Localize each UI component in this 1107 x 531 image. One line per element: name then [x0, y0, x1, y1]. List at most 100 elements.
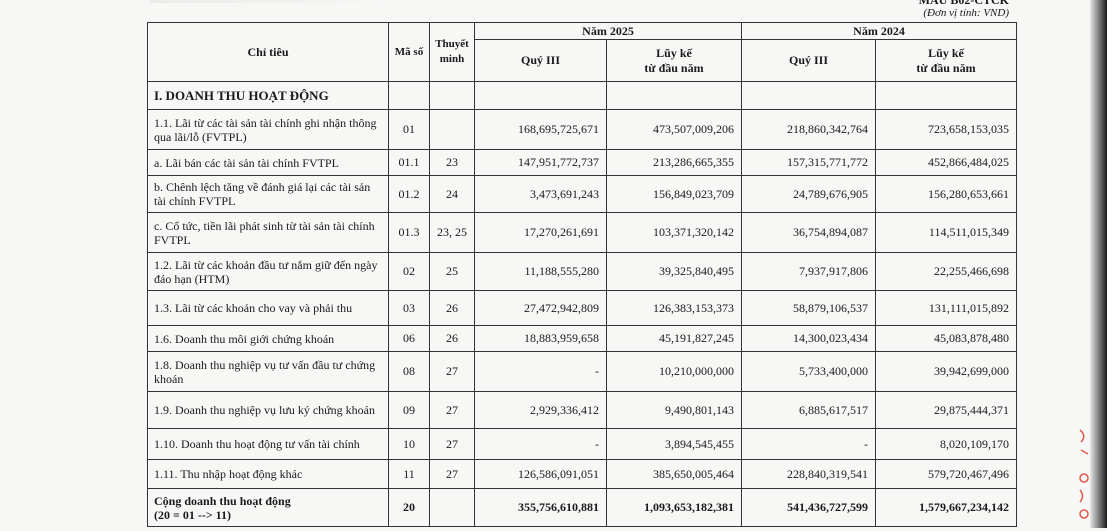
row-code: 06 [388, 325, 430, 352]
row-ytd-2025: 103,371,320,142 [606, 212, 742, 253]
row-ytd-2025: 9,490,801,143 [606, 391, 742, 429]
row-ytd-2025: 213,286,665,355 [606, 149, 742, 176]
col-header-ytd-2024-line1: Lũy kế [928, 45, 964, 60]
row-note: 26 [429, 325, 475, 352]
row-ytd-2024: 131,111,015,892 [875, 290, 1017, 326]
row-q3-2024: 218,860,342,764 [741, 109, 876, 150]
row-code: 03 [388, 290, 430, 326]
row-ytd-2025: 39,325,840,495 [606, 252, 742, 291]
row-code: 01.3 [388, 212, 430, 253]
table-row: 1.11. Thu nhập hoạt động khác 11 27 126,… [147, 459, 1017, 489]
table-row: b. Chênh lệch tăng về đánh giá lại các t… [147, 175, 1017, 213]
row-ytd-2025: 385,650,005,464 [606, 459, 742, 489]
total-label-line1: Cộng doanh thu hoạt động [154, 493, 291, 508]
total-q3-2025: 355,756,610,881 [474, 488, 607, 527]
table-row: a. Lãi bán các tài sản tài chính FVTPL 0… [147, 149, 1017, 176]
table-row: c. Cổ tức, tiền lãi phát sinh từ tài sản… [147, 212, 1017, 253]
row-note: 23 [429, 149, 475, 176]
col-header-ytd-2024: Lũy kế từ đầu năm [875, 39, 1017, 82]
col-header-year-2024: Năm 2024 [741, 22, 1017, 40]
row-code: 01 [388, 109, 430, 150]
row-ytd-2024: 723,658,153,035 [875, 109, 1017, 150]
row-ytd-2024: 29,875,444,371 [875, 391, 1017, 429]
col-header-note: Thuyết minh [429, 22, 475, 82]
row-label: 1.3. Lãi từ các khoản cho vay và phải th… [147, 290, 389, 326]
row-ytd-2024: 8,020,109,170 [875, 428, 1017, 460]
row-ytd-2024: 114,511,015,349 [875, 212, 1017, 253]
currency-unit-note: (Đơn vị tính: VND) [923, 7, 1009, 19]
table-row: 1.3. Lãi từ các khoản cho vay và phải th… [147, 290, 1017, 326]
col-header-ytd-2025-line1: Lũy kế [656, 45, 692, 60]
stamp-fragment-icon [1079, 429, 1089, 519]
col-header-year-2025: Năm 2025 [474, 22, 742, 40]
row-note: 23, 25 [429, 212, 475, 253]
row-label: 1.10. Doanh thu hoạt động tư vấn tài chí… [147, 428, 389, 460]
row-code: 11 [388, 459, 430, 489]
row-q3-2024: 14,300,023,434 [741, 325, 876, 352]
table-row: 1.6. Doanh thu môi giới chứng khoán 06 2… [147, 325, 1017, 352]
col-header-ytd-2024-line2: từ đầu năm [916, 60, 976, 75]
row-q3-2024: 5,733,400,000 [741, 351, 876, 392]
scan-edge-shadow [1090, 0, 1107, 528]
row-ytd-2024: 156,280,653,661 [875, 175, 1017, 213]
row-q3-2024: 6,885,617,517 [741, 391, 876, 429]
row-label: b. Chênh lệch tăng về đánh giá lại các t… [147, 175, 389, 213]
section-row: I. DOANH THU HOẠT ĐỘNG [147, 81, 1017, 110]
row-ytd-2025: 126,383,153,373 [606, 290, 742, 326]
scan-shadow [150, 0, 390, 3]
total-ytd-2025: 1,093,653,182,381 [606, 488, 742, 527]
total-note [429, 488, 475, 527]
row-note: 26 [429, 290, 475, 326]
total-label-line2: (20 = 01 --> 11) [154, 507, 231, 522]
row-label: 1.11. Thu nhập hoạt động khác [147, 459, 389, 489]
row-q3-2025: 2,929,336,412 [474, 391, 607, 429]
total-q3-2024: 541,436,727,599 [741, 488, 876, 527]
row-q3-2025: 147,951,772,737 [474, 149, 607, 176]
row-code: 01.1 [388, 149, 430, 176]
row-code: 08 [388, 351, 430, 392]
row-q3-2024: 36,754,894,087 [741, 212, 876, 253]
row-code: 02 [388, 252, 430, 291]
row-q3-2025: 18,883,959,658 [474, 325, 607, 352]
row-ytd-2024: 39,942,699,000 [875, 351, 1017, 392]
row-q3-2024: 157,315,771,772 [741, 149, 876, 176]
row-q3-2025: - [474, 351, 607, 392]
section-title: I. DOANH THU HOẠT ĐỘNG [147, 81, 389, 110]
row-note: 27 [429, 391, 475, 429]
table-row: 1.2. Lãi từ các khoản đầu tư nắm giữ đến… [147, 252, 1017, 291]
row-label: a. Lãi bán các tài sản tài chính FVTPL [147, 149, 389, 176]
total-ytd-2024: 1,579,667,234,142 [875, 488, 1017, 527]
row-ytd-2024: 452,866,484,025 [875, 149, 1017, 176]
row-label: 1.1. Lãi từ các tài sản tài chính ghi nh… [147, 109, 389, 150]
row-code: 10 [388, 428, 430, 460]
col-header-ytd-2025: Lũy kế từ đầu năm [606, 39, 742, 82]
row-q3-2024: - [741, 428, 876, 460]
total-row: Cộng doanh thu hoạt động (20 = 01 --> 11… [147, 488, 1017, 527]
row-q3-2025: 168,695,725,671 [474, 109, 607, 150]
row-q3-2025: 27,472,942,809 [474, 290, 607, 326]
row-ytd-2025: 156,849,023,709 [606, 175, 742, 213]
table-row: 1.1. Lãi từ các tài sản tài chính ghi nh… [147, 109, 1017, 150]
row-code: 01.2 [388, 175, 430, 213]
col-header-code: Mã số [388, 22, 430, 82]
row-ytd-2024: 579,720,467,496 [875, 459, 1017, 489]
total-code: 20 [388, 488, 430, 527]
row-ytd-2025: 3,894,545,455 [606, 428, 742, 460]
row-ytd-2024: 22,255,466,698 [875, 252, 1017, 291]
row-q3-2025: 126,586,091,051 [474, 459, 607, 489]
total-label: Cộng doanh thu hoạt động (20 = 01 --> 11… [147, 488, 389, 527]
row-ytd-2025: 45,191,827,245 [606, 325, 742, 352]
row-q3-2024: 228,840,319,541 [741, 459, 876, 489]
row-note: 27 [429, 351, 475, 392]
col-header-q3-2024: Quý III [741, 39, 876, 82]
row-q3-2025: 11,188,555,280 [474, 252, 607, 291]
table-row: 1.10. Doanh thu hoạt động tư vấn tài chí… [147, 428, 1017, 460]
row-q3-2024: 24,789,676,905 [741, 175, 876, 213]
row-label: 1.6. Doanh thu môi giới chứng khoán [147, 325, 389, 352]
row-label: 1.8. Doanh thu nghiệp vụ tư vấn đầu tư c… [147, 351, 389, 392]
col-header-indicator: Chỉ tiêu [147, 22, 389, 82]
row-label: 1.2. Lãi từ các khoản đầu tư nắm giữ đến… [147, 252, 389, 291]
row-ytd-2025: 10,210,000,000 [606, 351, 742, 392]
row-ytd-2025: 473,507,009,206 [606, 109, 742, 150]
row-label: c. Cổ tức, tiền lãi phát sinh từ tài sản… [147, 212, 389, 253]
